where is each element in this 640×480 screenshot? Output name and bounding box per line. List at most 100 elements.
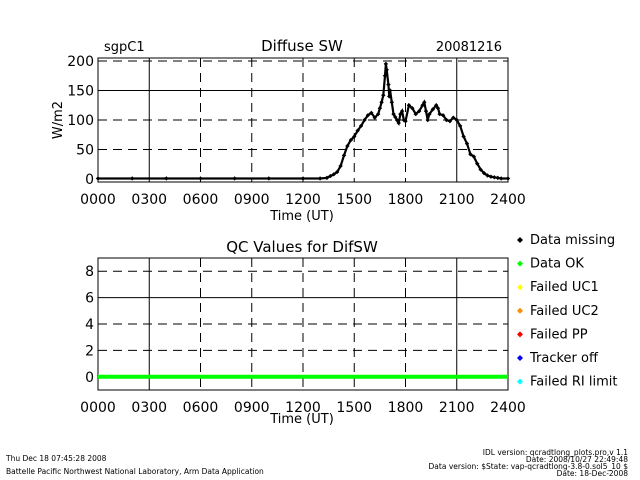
data-point [348, 137, 354, 143]
data-point [358, 123, 364, 129]
data-point [398, 111, 403, 117]
x-tick-label: 1500 [336, 400, 372, 416]
data-point [492, 175, 497, 180]
qc-chart-grid [98, 258, 508, 390]
data-point [352, 134, 357, 139]
data-point [444, 117, 449, 123]
data-point [355, 128, 360, 133]
data-point [164, 176, 169, 181]
data-point [485, 173, 490, 178]
y-tick-label: 2 [85, 343, 94, 359]
top-x-tick-labels: 0000 0300 0600 0900 1200 1500 1800 2100 2400 [80, 192, 526, 208]
legend-label: Failed UC1 [530, 280, 599, 295]
data-point [434, 103, 439, 108]
legend-marker [517, 355, 523, 361]
x-tick-label: 0300 [131, 400, 167, 416]
top-chart-grid [98, 58, 508, 182]
data-point [365, 113, 371, 118]
x-tick-label: 1800 [388, 400, 424, 416]
data-point [464, 141, 470, 146]
data-point [341, 153, 347, 158]
data-point [437, 111, 442, 117]
footer-date: Date: 2008/10/27 22:49:48 [526, 455, 628, 464]
legend-label: Data OK [530, 257, 584, 272]
data-point [372, 115, 377, 120]
data-point [198, 176, 203, 181]
qc-x-axis-label: Time (UT) [269, 412, 334, 427]
data-point [375, 111, 381, 117]
data-point [447, 118, 453, 124]
data-point [382, 73, 388, 78]
chart-title: Diffuse SW [261, 37, 343, 55]
data-point [399, 108, 405, 114]
data-point [423, 108, 429, 114]
data-point [430, 107, 436, 112]
data-point [505, 176, 511, 181]
data-point [475, 161, 480, 166]
data-point [324, 175, 330, 181]
top-y-tick-labels: 0 50 100 150 200 [67, 54, 94, 188]
x-tick-label: 0900 [234, 400, 270, 416]
x-tick-label: 0000 [80, 400, 116, 416]
data-point [435, 105, 441, 111]
x-tick-label: 2100 [439, 192, 475, 208]
legend-marker [517, 331, 523, 338]
footer-data-version: Data version: $State: vap-qcradtlong-3.8… [429, 462, 629, 471]
y-tick-label: 50 [76, 143, 94, 159]
data-point [394, 117, 400, 123]
data-point [422, 100, 427, 105]
data-point [457, 123, 463, 129]
footer-idl-version: IDL version: qcradtlong_plots.pro,v 1.1 [483, 448, 628, 457]
y-tick-label: 6 [85, 291, 94, 307]
top-chart-frame [97, 57, 509, 183]
data-point [396, 120, 401, 126]
x-tick-label: 0600 [183, 400, 219, 416]
data-point [451, 115, 456, 120]
footer-date-2: Date: 18-Dec-2008 [557, 469, 629, 478]
legend-marker [517, 237, 523, 243]
qc-x-tick-labels: 0000 0300 0600 0900 1200 1500 1800 2100 2400 [80, 400, 526, 416]
top-x-axis-label: Time (UT) [269, 209, 334, 224]
data-point [129, 176, 135, 181]
x-tick-label: 1500 [336, 192, 372, 208]
data-point [406, 103, 412, 108]
y-tick-label: 200 [67, 54, 94, 70]
footer-timestamp: Thu Dec 18 07:45:28 2008 [5, 454, 107, 463]
data-point [461, 134, 466, 139]
x-tick-label: 2400 [490, 400, 526, 416]
qc-y-tick-labels: 0 2 4 6 8 [85, 264, 94, 386]
x-tick-label: 1200 [285, 400, 321, 416]
data-point [420, 103, 425, 108]
qc-chart-title: QC Values for DifSW [226, 238, 378, 256]
footer-lab: Battelle Pacific Northwest National Labo… [6, 467, 264, 476]
data-point [403, 118, 408, 124]
data-point [498, 176, 504, 181]
qc-legend: Data missing Data OK Failed UC1 Failed UC2 F… [517, 233, 617, 390]
data-point [379, 100, 384, 105]
legend-label: Failed RI limit [530, 375, 617, 390]
legend-label: Tracker off [529, 351, 599, 366]
data-point [331, 172, 336, 177]
data-point [387, 88, 393, 93]
diffuse-sw-trace [98, 63, 508, 180]
y-tick-label: 4 [85, 317, 94, 333]
data-point [488, 174, 494, 179]
legend-marker [517, 378, 523, 385]
x-tick-label: 0000 [80, 192, 116, 208]
legend-label: Data missing [530, 233, 615, 248]
data-point [391, 111, 396, 117]
data-point [362, 117, 367, 123]
legend-label: Failed UC2 [530, 304, 599, 319]
data-point [384, 67, 389, 73]
data-point [300, 176, 306, 181]
legend-marker [517, 260, 523, 267]
x-tick-label: 2400 [490, 192, 526, 208]
y-tick-label: 0 [85, 370, 94, 386]
data-point [495, 175, 500, 181]
data-point [393, 114, 398, 120]
data-point [468, 152, 473, 157]
x-tick-label: 1800 [388, 192, 424, 208]
data-point [386, 82, 391, 87]
x-tick-label: 0900 [234, 192, 270, 208]
